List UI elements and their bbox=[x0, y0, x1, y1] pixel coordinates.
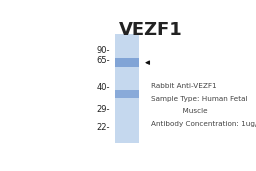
Text: 29-: 29- bbox=[97, 105, 110, 114]
Text: 65-: 65- bbox=[97, 56, 110, 65]
Text: Muscle: Muscle bbox=[151, 108, 208, 114]
Text: Sample Type: Human Fetal: Sample Type: Human Fetal bbox=[151, 96, 248, 102]
Bar bbox=[115, 90, 139, 98]
Text: VEZF1: VEZF1 bbox=[119, 21, 183, 39]
Text: 22-: 22- bbox=[97, 123, 110, 132]
Bar bbox=[115, 34, 139, 143]
Text: Rabbit Anti-VEZF1: Rabbit Anti-VEZF1 bbox=[151, 83, 217, 89]
Bar bbox=[115, 58, 139, 67]
Text: Antibody Concentration: 1ug/mL: Antibody Concentration: 1ug/mL bbox=[151, 121, 256, 127]
Text: 90-: 90- bbox=[97, 46, 110, 55]
Text: 40-: 40- bbox=[97, 83, 110, 91]
